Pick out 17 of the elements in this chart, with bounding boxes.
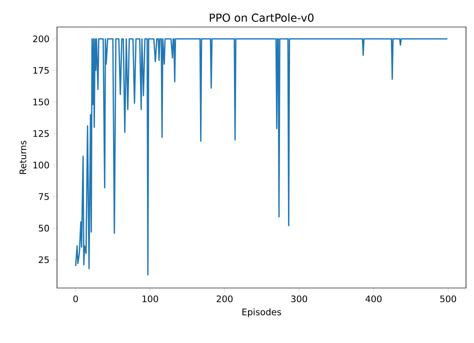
x-tick-label: 200 <box>216 295 233 302</box>
y-tick-label: 125 <box>33 130 49 137</box>
x-tick-label: 0 <box>73 295 78 302</box>
x-tick-label: 100 <box>142 295 158 302</box>
chart-title: PPO on CartPole-v0 <box>210 13 314 22</box>
y-tick-label: 150 <box>33 98 49 106</box>
x-tick-label: 500 <box>440 295 456 302</box>
y-tick-label: 50 <box>38 224 49 232</box>
y-tick-label: 25 <box>38 256 49 264</box>
y-tick-label: 175 <box>33 67 49 74</box>
y-tick-label: 100 <box>33 162 49 168</box>
x-tick-label: 400 <box>366 295 382 302</box>
x-axis-title: Episodes <box>242 308 282 318</box>
y-axis-title: Returns <box>20 140 26 174</box>
x-tick-label: 300 <box>291 295 308 302</box>
y-tick-label: 75 <box>38 193 49 200</box>
y-tick-label: 200 <box>33 35 49 42</box>
